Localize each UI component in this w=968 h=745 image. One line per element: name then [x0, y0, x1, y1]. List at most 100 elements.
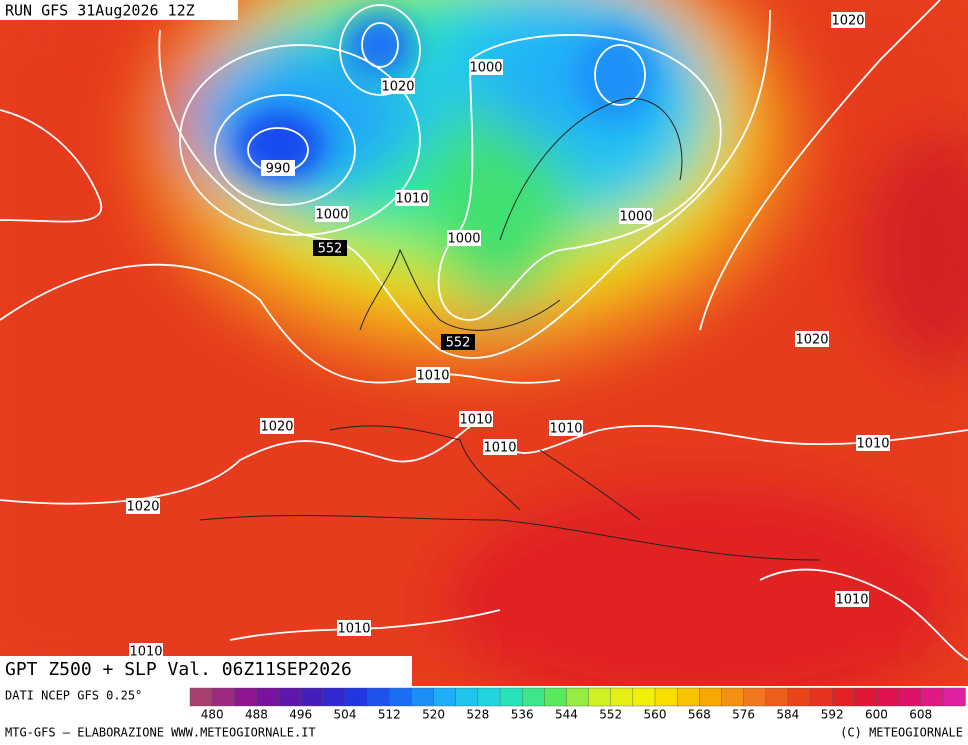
colorbar-swatch	[455, 687, 479, 707]
height-field	[0, 0, 968, 720]
colorbar-swatch	[632, 687, 656, 707]
map-label: 990	[266, 162, 291, 177]
colorbar-swatch	[765, 687, 789, 707]
colorbar-swatch	[389, 687, 413, 707]
colorbar-swatch	[521, 687, 545, 707]
map-label: 1000	[315, 208, 348, 223]
map-label: 1010	[856, 437, 889, 452]
colorbar-swatch	[787, 687, 811, 707]
map-label: 1020	[795, 333, 828, 348]
colorbar-tick-label: 576	[732, 708, 755, 722]
map-label-box	[469, 59, 503, 75]
colorbar-swatch	[809, 687, 833, 707]
map-label: 1000	[469, 61, 502, 76]
map-label: 1010	[416, 369, 449, 384]
map-label-box	[835, 591, 869, 607]
colorbar-swatch	[898, 687, 922, 707]
colorbar-tick-label: 600	[865, 708, 888, 722]
header-box	[0, 0, 238, 20]
map-label: 1010	[835, 593, 868, 608]
map-label-box	[337, 620, 371, 636]
colorbar-swatch	[876, 687, 900, 707]
map-label-box	[795, 331, 829, 347]
colorbar-swatch	[256, 687, 280, 707]
map-label-box	[260, 418, 294, 434]
colorbar-swatch	[344, 687, 368, 707]
map-label: 1020	[260, 420, 293, 435]
colorbar-tick-label: 544	[555, 708, 578, 722]
colorbar-tick-label: 528	[466, 708, 489, 722]
map-label-box	[856, 435, 890, 451]
map-label: 1010	[459, 413, 492, 428]
map-label-box	[459, 411, 493, 427]
map-label-box	[381, 78, 415, 94]
map-label-box	[313, 240, 347, 256]
colorbar-swatch	[610, 687, 634, 707]
colorbar-tick-label: 608	[909, 708, 932, 722]
map-label-box	[126, 498, 160, 514]
colorbar-tick-label: 536	[511, 708, 534, 722]
colorbar-swatch	[544, 687, 568, 707]
colorbar-swatch	[366, 687, 390, 707]
colorbar-swatch	[566, 687, 590, 707]
coastlines	[199, 98, 821, 561]
map-label: 1010	[337, 622, 370, 637]
colorbar-tick-label: 552	[599, 708, 622, 722]
map-label-box	[416, 367, 450, 383]
product-box	[0, 656, 412, 686]
map-label-box	[395, 190, 429, 206]
colorbar-swatch	[699, 687, 723, 707]
colorbar-tick-label: 512	[378, 708, 401, 722]
run-label: RUN GFS 31Aug2026 12Z	[5, 2, 195, 20]
map-label: 1010	[483, 441, 516, 456]
colorbar-swatch	[189, 687, 213, 707]
map-label: 1020	[831, 14, 864, 29]
colorbar-tick-label: 504	[334, 708, 357, 722]
colorbar-swatch	[676, 687, 700, 707]
map-label: 1000	[447, 232, 480, 247]
copyright-label: (C) METEOGIORNALE	[840, 726, 963, 740]
map-label: 1010	[395, 192, 428, 207]
colorbar-swatch	[920, 687, 944, 707]
colorbar-tick-label: 584	[776, 708, 799, 722]
map-label-box	[129, 643, 163, 659]
colorbar-swatch	[588, 687, 612, 707]
map-label: 1020	[126, 500, 159, 515]
map-label: 1000	[619, 210, 652, 225]
map-label: 1010	[129, 645, 162, 660]
colorbar-swatch	[300, 687, 324, 707]
colorbar-swatch	[942, 687, 966, 707]
colorbar-tick-label: 480	[201, 708, 224, 722]
map-label-box	[447, 230, 481, 246]
map-label: 1010	[549, 422, 582, 437]
colorbar-swatch	[654, 687, 678, 707]
map-label: 552	[446, 336, 471, 351]
map-label: 552	[318, 242, 343, 257]
product-label: GPT Z500 + SLP Val. 06Z11SEP2026	[5, 659, 352, 680]
map-label-box	[261, 160, 295, 176]
source-label: DATI NCEP GFS 0.25°	[5, 689, 142, 703]
colorbar-swatch	[322, 687, 346, 707]
colorbar-tick-label: 496	[289, 708, 312, 722]
colorbar-tick-label: 568	[688, 708, 711, 722]
map-label-box	[441, 334, 475, 350]
colorbar-swatch	[743, 687, 767, 707]
colorbar-swatch	[499, 687, 523, 707]
colorbar-tick-label: 592	[821, 708, 844, 722]
map-label: 1020	[381, 80, 414, 95]
colorbar-swatch	[721, 687, 745, 707]
map-label-box	[315, 206, 349, 222]
colorbar-swatch	[831, 687, 855, 707]
colorbar-swatch	[854, 687, 878, 707]
colorbar-swatch	[211, 687, 235, 707]
colorbar-swatch	[411, 687, 435, 707]
colorbar-tick-label: 520	[422, 708, 445, 722]
map-label-box	[619, 208, 653, 224]
map-label-box	[831, 12, 865, 28]
colorbar-swatch	[278, 687, 302, 707]
map-label-box	[549, 420, 583, 436]
colorbar-tick-label: 488	[245, 708, 268, 722]
colorbar-swatch	[433, 687, 457, 707]
